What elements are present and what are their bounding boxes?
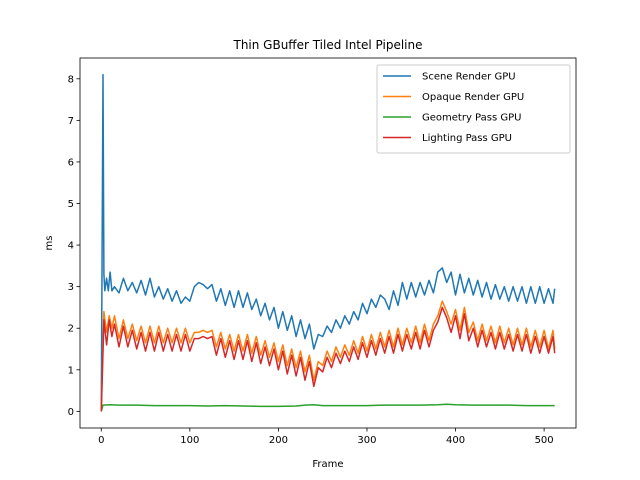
plot-area — [100, 73, 556, 412]
plot-frame — [79, 57, 577, 429]
y-tick-label-6: 6 — [68, 157, 74, 168]
legend: Scene Render GPU Opaque Render GPU Geometr… — [376, 64, 571, 154]
chart-title: Thin GBuffer Tiled Intel Pipeline — [232, 38, 422, 52]
y-tick-label-4: 4 — [68, 241, 74, 252]
x-axis: 0 100 200 300 400 500 — [98, 428, 554, 446]
legend-label-1: Opaque Render GPU — [422, 92, 524, 103]
y-axis-label: ms — [44, 236, 55, 251]
legend-label-2: Geometry Pass GPU — [422, 113, 521, 124]
y-axis: 0 1 2 3 4 5 6 7 8 — [68, 74, 80, 418]
series-line-0 — [100, 73, 556, 410]
y-tick-label-1: 1 — [68, 365, 74, 376]
y-tick-label-5: 5 — [68, 199, 74, 210]
x-axis-label: Frame — [312, 459, 343, 470]
series-line-2 — [100, 403, 555, 412]
x-tick-label-1: 100 — [180, 435, 199, 446]
series-line-1 — [100, 300, 556, 410]
x-tick-label-3: 300 — [357, 435, 376, 446]
x-tick-label-0: 0 — [98, 435, 104, 446]
y-tick-label-0: 0 — [68, 407, 74, 418]
y-tick-label-3: 3 — [68, 282, 74, 293]
legend-box — [376, 64, 571, 154]
x-tick-label-5: 500 — [535, 435, 554, 446]
x-tick-label-2: 200 — [269, 435, 288, 446]
legend-label-3: Lighting Pass GPU — [422, 133, 512, 144]
legend-label-0: Scene Render GPU — [422, 72, 516, 83]
y-tick-label-2: 2 — [68, 324, 74, 335]
y-tick-label-8: 8 — [68, 74, 74, 85]
series-line-3 — [100, 306, 556, 412]
x-tick-label-4: 400 — [446, 435, 465, 446]
y-tick-label-7: 7 — [68, 116, 74, 127]
